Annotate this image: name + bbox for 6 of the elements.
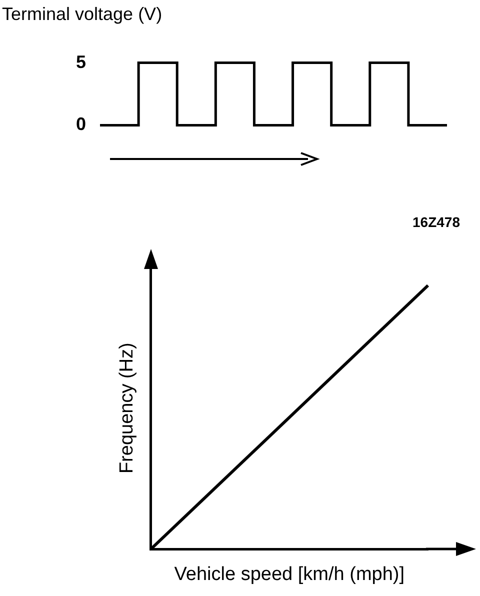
y-axis-title: Terminal voltage (V) <box>2 4 162 25</box>
text: 16Z478 <box>412 214 460 230</box>
y-axis-title: Frequency (Hz) <box>116 342 138 474</box>
x-axis-title: Vehicle speed [km/h (mph)] <box>174 564 405 585</box>
y-tick-label: 0 <box>76 114 86 134</box>
y-tick-label: 5 <box>76 52 86 72</box>
